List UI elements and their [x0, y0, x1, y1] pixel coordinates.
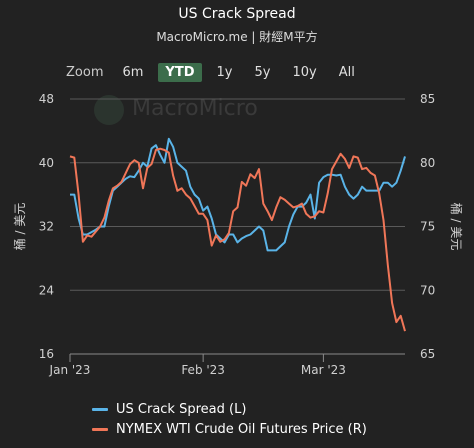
- range-button-1y[interactable]: 1y: [216, 64, 233, 80]
- x-axis-tick-label: Jan '23: [49, 363, 91, 377]
- wti-price-line: [69, 147, 406, 332]
- range-button-6m[interactable]: 6m: [122, 64, 144, 80]
- left-axis-tick-label: 32: [39, 220, 54, 234]
- x-axis-tick-label: Feb '23: [181, 363, 225, 377]
- range-selector: Zoom 6m YTD 1y 5y 10y All: [66, 60, 370, 84]
- right-axis-tick-label: 80: [420, 156, 435, 170]
- range-button-10y[interactable]: 10y: [292, 64, 317, 80]
- range-button-all[interactable]: All: [338, 64, 355, 80]
- legend: US Crack Spread (L) NYMEX WTI Crude Oil …: [92, 399, 367, 439]
- crack-spread-line: [70, 137, 406, 252]
- left-axis-tick-label: 48: [39, 92, 54, 106]
- right-axis-tick-label: 85: [420, 92, 435, 106]
- watermark-text: MacroMicro: [132, 96, 258, 121]
- range-button-ytd[interactable]: YTD: [158, 62, 202, 82]
- grid-lines: [70, 98, 405, 291]
- range-button-5y[interactable]: 5y: [254, 64, 271, 80]
- legend-swatch-wti: [92, 427, 108, 431]
- right-axis-title: 桶 / 美元: [449, 203, 464, 251]
- chart-title: US Crack Spread: [178, 6, 296, 22]
- zoom-label: Zoom: [66, 64, 104, 80]
- left-axis-tick-label: 40: [39, 156, 54, 170]
- watermark-logo-icon: [94, 95, 124, 125]
- legend-item-crack-spread[interactable]: US Crack Spread (L): [92, 399, 367, 419]
- left-axis-tick-label: 16: [39, 347, 54, 361]
- chart-subtitle: MacroMicro.me | 財經M平方: [156, 30, 318, 44]
- axes: 16 24 32 40 48 65 70 75 80 85 Jan '23 Feb '23 Mar '2…: [12, 92, 464, 377]
- legend-swatch-crack-spread: [92, 407, 108, 411]
- right-axis-tick-label: 65: [420, 347, 435, 361]
- left-axis-tick-label: 24: [39, 283, 54, 297]
- legend-label-crack-spread: US Crack Spread (L): [116, 401, 247, 417]
- legend-item-wti[interactable]: NYMEX WTI Crude Oil Futures Price (R): [92, 419, 367, 439]
- legend-label-wti: NYMEX WTI Crude Oil Futures Price (R): [116, 421, 367, 437]
- left-axis-title: 桶 / 美元: [12, 203, 27, 251]
- right-axis-tick-label: 70: [420, 283, 435, 297]
- right-axis-tick-label: 75: [420, 220, 435, 234]
- series-lines: [69, 137, 406, 332]
- x-axis-tick-label: Mar '23: [301, 363, 346, 377]
